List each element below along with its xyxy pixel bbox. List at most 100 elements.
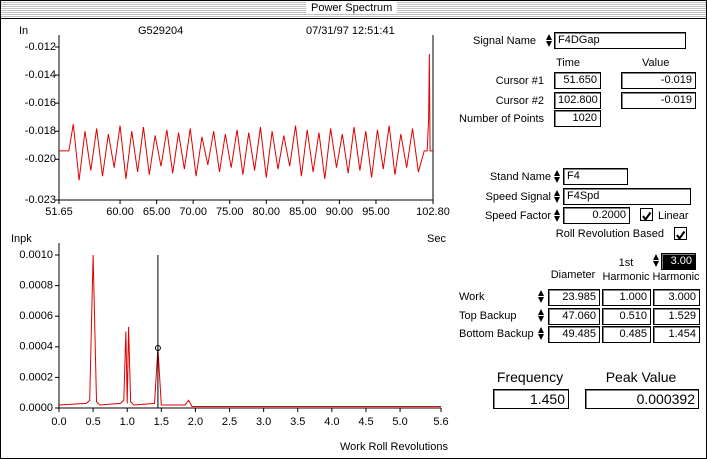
x-tick-label: 95.00 [362,206,390,218]
record-id: G529204 [138,25,183,37]
field-label: Stand Name [489,171,551,183]
cell: 1.000 [602,289,651,306]
column-header: Value [642,57,670,69]
cell: 3.000 [653,289,700,306]
y-tick-label: -0.016 [25,97,56,109]
x-tick-label: 51.65 [45,206,73,218]
plot-area [59,255,441,408]
spinner[interactable] [554,189,561,204]
x-tick-label: 3.0 [256,416,271,428]
row-label: Work [459,291,485,303]
spinner[interactable] [538,308,545,323]
x-tick-label: 60.00 [106,206,134,218]
x-tick-label: 4.0 [324,416,339,428]
field-label: Peak Value [605,369,677,385]
spinner[interactable] [546,33,553,48]
field-label: Cursor #2 [495,95,544,107]
timestamp: 07/31/97 12:51:41 [306,25,395,37]
column-header: 1st [618,257,634,269]
cursor-time: 102.800 [554,92,601,109]
peak-field: 0.000392 [585,389,699,409]
speed-signal-field[interactable]: F4Spd [563,188,691,205]
y-tick-label: 0.0004 [19,341,53,353]
field-label: Number of Points [459,113,544,125]
y-axis-label: Inpk [11,233,32,245]
x-tick-label: 2.5 [222,416,237,428]
cell: 1.454 [653,326,700,343]
frequency-field: 1.450 [493,389,569,409]
spinner[interactable] [538,326,545,341]
x-tick-label: 1.0 [120,416,135,428]
x-tick-label: 85.00 [289,206,317,218]
signal-name-field[interactable]: F4DGap [554,32,686,49]
checkbox[interactable] [674,227,687,241]
x-axis-label: Sec [427,233,446,245]
check-mark [642,211,652,222]
cursor-value: -0.019 [621,72,696,89]
x-tick-label: 1.5 [154,416,169,428]
row-label: Bottom Backup [459,328,534,340]
series-line [59,54,433,181]
plot-area [59,47,433,200]
spinner[interactable] [538,289,545,304]
cell: 0.485 [602,326,651,343]
cell: 1.529 [653,308,700,325]
y-tick-label: 0.0006 [19,310,53,322]
field-label: Speed Signal [485,191,551,203]
spinner[interactable] [554,208,561,223]
y-tick-label: -0.020 [25,153,56,165]
x-tick-label: 5.6 [433,416,448,428]
field-label: Frequency [496,369,564,385]
x-tick-label: 65.00 [143,206,171,218]
checkbox[interactable] [640,208,653,222]
field-label: Signal Name [473,35,536,47]
cursor-point [154,345,161,352]
spinner[interactable] [554,169,561,184]
x-tick-label: 5.0 [392,416,407,428]
x-tick-label: 90.00 [326,206,354,218]
x-tick-label: 102.80 [416,206,450,218]
spinner[interactable] [653,253,660,268]
x-tick-label: 2.0 [188,416,203,428]
column-header: Time [556,57,581,69]
check-mark [676,230,686,241]
y-tick-label: 0.0000 [19,402,53,414]
column-header: Harmonic [602,271,650,283]
title-bar: Power Spectrum [1,1,706,19]
window-title: Power Spectrum [306,2,398,14]
field-label: Cursor #1 [495,75,544,87]
x-axis-label: Work Roll Revolutions [340,441,449,453]
y-tick-label: -0.023 [25,194,56,206]
y-tick-label: -0.018 [25,125,56,137]
series-line [58,254,441,407]
x-tick-label: 0.5 [85,416,100,428]
x-tick-label: 75.00 [216,206,244,218]
checkbox-label: Linear [658,210,689,222]
field-label: Speed Factor [484,210,551,222]
speed-factor-field[interactable]: 0.2000 [563,207,630,224]
x-tick-label: 70.00 [179,206,207,218]
row-label: Top Backup [459,310,517,322]
cursor-value: -0.019 [621,92,696,109]
y-tick-label: -0.012 [25,41,56,53]
x-tick-label: 0.0 [51,416,66,428]
cell: 49.485 [548,326,600,343]
harmonic-field[interactable]: 3.00 [661,253,696,270]
cell: 23.985 [548,289,600,306]
cell: 47.060 [548,308,600,325]
x-tick-label: 4.5 [358,416,373,428]
y-tick-label: -0.014 [25,69,56,81]
y-tick-label: 0.0010 [19,249,53,261]
y-tick-label: 0.0002 [19,371,53,383]
column-header: Diameter [550,269,596,281]
stand-name-field[interactable]: F4 [563,168,628,185]
cell: 0.510 [602,308,651,325]
cursor-time: 51.650 [554,72,601,89]
y-tick-label: 0.0008 [19,280,53,292]
x-tick-label: 80.00 [253,206,281,218]
points-field: 1020 [554,110,601,127]
checkbox-label: Roll Revolution Based [555,228,664,240]
y-axis-label: In [19,25,28,37]
